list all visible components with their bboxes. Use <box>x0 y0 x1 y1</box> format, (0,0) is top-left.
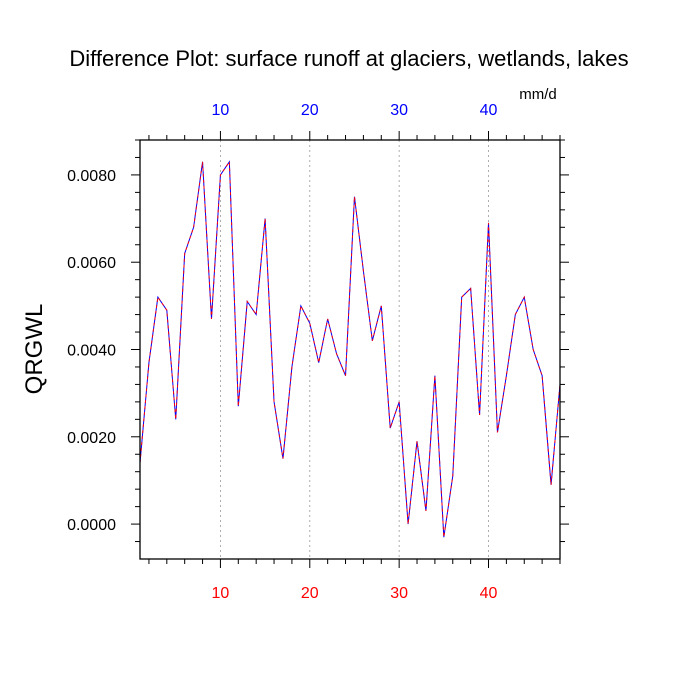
chart-title: Difference Plot: surface runoff at glaci… <box>69 46 628 71</box>
labels-layer: 10 10 20 20 30 30 40 40 0.0000 0.0020 0.0040 0.0060… <box>67 102 497 602</box>
series-line-2 <box>139 160 561 538</box>
y-tick-label: 0.0000 <box>67 517 116 534</box>
y-tick-label: 0.0080 <box>67 168 116 185</box>
y-tick-label: 0.0040 <box>67 343 116 360</box>
y-tick-label: 0.0020 <box>67 430 116 447</box>
series-layer <box>139 160 561 538</box>
x-tick-label-top: 30 <box>390 102 408 119</box>
x-tick-label-bottom: 40 <box>480 585 498 602</box>
units-label: mm/d <box>519 86 557 103</box>
x-tick-label-top: 40 <box>480 102 498 119</box>
x-tick-label-bottom: 20 <box>301 585 319 602</box>
x-tick-label-top: 20 <box>301 102 319 119</box>
series-line-1 <box>139 160 561 538</box>
y-tick-label: 0.0060 <box>67 255 116 272</box>
y-axis-label: QRGWL <box>21 304 48 395</box>
ticks-layer <box>131 131 569 568</box>
x-tick-label-bottom: 10 <box>212 585 230 602</box>
x-tick-label-bottom: 30 <box>390 585 408 602</box>
plot-frame <box>139 139 561 560</box>
x-tick-label-top: 10 <box>212 102 230 119</box>
